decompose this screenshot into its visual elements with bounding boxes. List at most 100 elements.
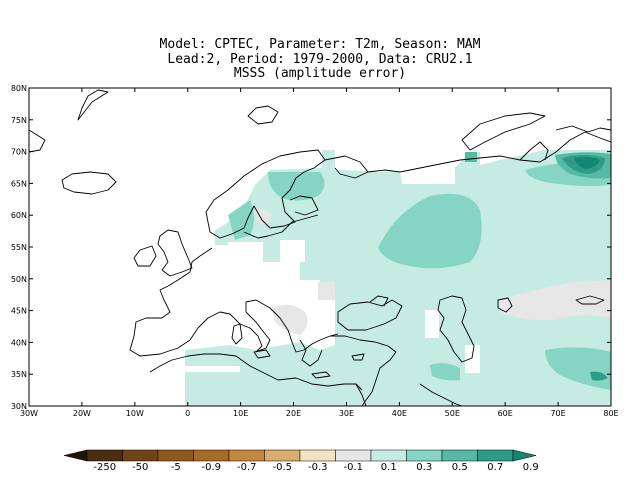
coast-great-britain: [157, 229, 193, 277]
colorbar-label: 0.5: [451, 462, 468, 473]
shaded-field: [185, 150, 611, 406]
colorbar-box: [406, 449, 443, 462]
coast-sardinia: [231, 323, 243, 345]
colorbar-box: [122, 449, 159, 462]
coast-north-africa: [149, 353, 363, 391]
coast-iceland: [61, 171, 117, 195]
coast-balkhash: [575, 295, 605, 305]
colorbar-box: [86, 449, 123, 462]
coast-europe-west: [129, 247, 339, 357]
field-gap: [228, 242, 263, 264]
coast-greenland: [77, 89, 109, 121]
colorbar-label: -0.1: [343, 462, 364, 473]
field-dark-teal: [465, 152, 477, 162]
lon-label: 20W: [73, 409, 91, 418]
coast-finland: [289, 195, 319, 216]
colorbar-box: [441, 449, 478, 462]
field-gap: [280, 240, 305, 262]
field-light-teal: [185, 150, 611, 406]
colorbar-box: [228, 449, 265, 462]
colorbar-label: -250: [93, 462, 117, 473]
lon-label: 10W: [126, 409, 144, 418]
coast-svalbard: [247, 105, 279, 125]
lat-label: 65N: [11, 179, 27, 188]
colorbar-low-arrow: [63, 449, 88, 462]
coast-red-sea: [355, 383, 367, 406]
lon-label: 30E: [339, 409, 354, 418]
lon-label: 30W: [20, 409, 38, 418]
colorbar-label: -0.9: [201, 462, 222, 473]
colorbar-box: [477, 449, 514, 462]
coast-turkey: [330, 335, 397, 406]
lon-label: 10E: [233, 409, 248, 418]
field-dark-teal: [574, 156, 600, 169]
coast-greenland: [29, 129, 46, 153]
lat-label: 50N: [11, 275, 27, 284]
field-gray: [272, 304, 308, 335]
field-mid-teal: [378, 193, 482, 269]
lon-label: 0: [185, 409, 190, 418]
coast-ireland: [133, 245, 157, 267]
title-line-1: Model: CPTEC, Parameter: T2m, Season: MA…: [159, 37, 481, 52]
coast-black-sea: [337, 299, 403, 331]
lat-label: 30N: [11, 402, 27, 411]
field-dark-teal: [590, 371, 608, 381]
field-gray: [318, 282, 335, 300]
colorbar-box: [370, 449, 407, 462]
coast-scandinavia: [205, 149, 326, 239]
lon-label: 60E: [498, 409, 513, 418]
lon-label: 80E: [603, 409, 618, 418]
lon-label: 40E: [392, 409, 407, 418]
coast-persian-gulf: [419, 383, 463, 406]
lon-label: 70E: [550, 409, 565, 418]
coast-azov: [369, 295, 389, 307]
coast-taymyr: [555, 125, 611, 133]
field-mid-teal: [430, 363, 460, 381]
colorbar-box: [335, 449, 372, 462]
lat-label: 75N: [11, 116, 27, 125]
lon-label: 50E: [445, 409, 460, 418]
coast-cyprus: [351, 353, 365, 361]
field-mid-teal: [228, 200, 254, 240]
coast-caspian: [437, 295, 475, 363]
field-mid-teal: [268, 172, 325, 201]
colorbar-box: [193, 449, 230, 462]
colorbar-label: -5: [170, 462, 181, 473]
title-line-2: Lead:2, Period: 1979-2000, Data: CRU2.1: [167, 52, 473, 67]
lat-label: 55N: [11, 243, 27, 252]
coast-aral: [497, 297, 513, 313]
colorbar-label: -0.3: [307, 462, 328, 473]
latitude-ticks: 80N 75N 70N 65N 60N 55N 50N 45N 40N 35N 30N: [11, 84, 611, 411]
colorbar-label: -0.7: [236, 462, 257, 473]
colorbar-box: [299, 449, 336, 462]
lon-label: 20E: [286, 409, 301, 418]
field-gray: [255, 208, 272, 225]
field-gray: [500, 280, 611, 321]
lat-label: 60N: [11, 211, 27, 220]
coast-novaya-zemlya: [461, 112, 546, 151]
lat-label: 70N: [11, 148, 27, 157]
coastlines: [29, 89, 611, 406]
coast-sicily: [253, 349, 271, 359]
lat-label: 40N: [11, 338, 27, 347]
longitude-ticks: 30W 20W 10W 0 10E 20E 30E 40E 50E 60E 70E 80E: [20, 88, 619, 418]
lat-label: 35N: [11, 370, 27, 379]
coast-greece: [299, 339, 323, 367]
colorbar-label: 0.9: [522, 462, 539, 473]
colorbar-high-arrow: [512, 449, 537, 462]
coast-crete: [311, 371, 331, 379]
colorbar-label: 0.7: [487, 462, 504, 473]
colorbar-box: [264, 449, 301, 462]
coast-baltic: [243, 214, 319, 239]
colorbar-label: -0.5: [272, 462, 293, 473]
colorbar: [63, 449, 537, 462]
coast-arctic-russia: [367, 131, 611, 173]
field-gap: [425, 310, 439, 338]
colorbar-label: -50: [132, 462, 149, 473]
field-gap: [465, 345, 480, 373]
coast-yamal: [519, 141, 549, 161]
lat-label: 45N: [11, 307, 27, 316]
colorbar-label: 0.1: [380, 462, 397, 473]
colorbar-box: [157, 449, 194, 462]
